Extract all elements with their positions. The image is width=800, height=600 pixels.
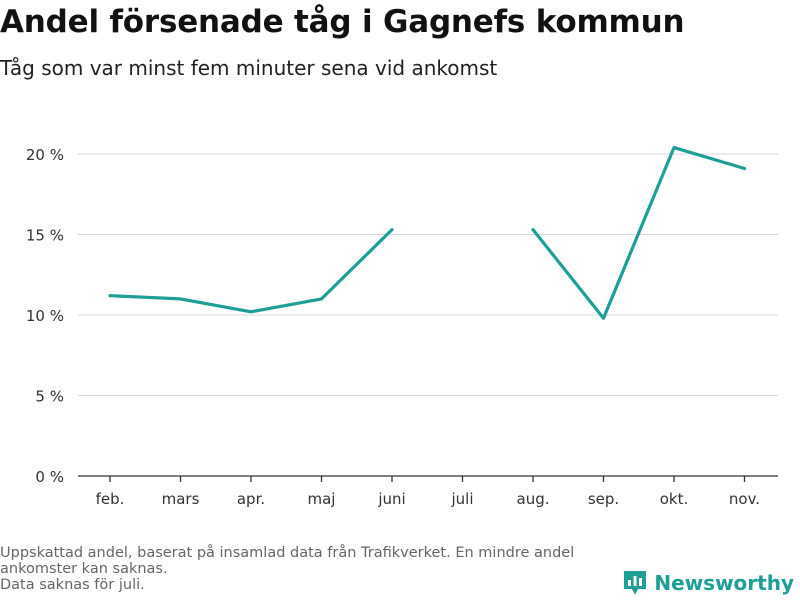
brand-name: Newsworthy <box>654 571 794 595</box>
y-tick-label: 5 % <box>35 388 64 406</box>
series-line <box>531 145 747 320</box>
x-tick-label: juli <box>450 490 473 508</box>
x-axis-labels: feb. mars apr. maj juni juli aug. sep. okt. nov. <box>96 490 760 508</box>
footnote-line: Data saknas för juli. <box>0 577 145 593</box>
x-tick-label: juni <box>377 490 405 508</box>
newsworthy-logo-icon <box>624 571 647 595</box>
y-tick-label: 10 % <box>26 307 64 325</box>
x-tick-label: mars <box>162 490 200 508</box>
x-tick-label: nov. <box>729 490 760 508</box>
footnote: Uppskattad andel, baserat på insamlad da… <box>0 545 640 593</box>
x-axis-ticks <box>109 476 746 482</box>
gridlines <box>78 153 778 396</box>
footnote-line: ankomster kan saknas. <box>0 561 168 577</box>
series-line <box>108 228 394 314</box>
y-axis-labels: 0 % 5 % 10 % 15 % 20 % <box>26 146 64 486</box>
x-tick-label: feb. <box>96 490 125 508</box>
y-tick-label: 0 % <box>35 468 64 486</box>
chart-subtitle: Tåg som var minst fem minuter sena vid a… <box>0 56 498 80</box>
chart-title: Andel försenade tåg i Gagnefs kommun <box>0 4 685 40</box>
x-tick-label: aug. <box>517 490 550 508</box>
series-lines <box>108 145 747 320</box>
x-tick-label: maj <box>308 490 336 508</box>
x-tick-label: okt. <box>660 490 689 508</box>
y-tick-label: 20 % <box>26 146 64 164</box>
x-tick-label: sep. <box>588 490 619 508</box>
y-tick-label: 15 % <box>26 227 64 245</box>
x-tick-label: apr. <box>237 490 265 508</box>
line-chart: 0 % 5 % 10 % 15 % 20 % feb. mars apr. maj juni ju… <box>26 145 778 508</box>
footnote-line: Uppskattad andel, baserat på insamlad da… <box>0 545 575 561</box>
brand-logo: Newsworthy <box>622 569 794 597</box>
